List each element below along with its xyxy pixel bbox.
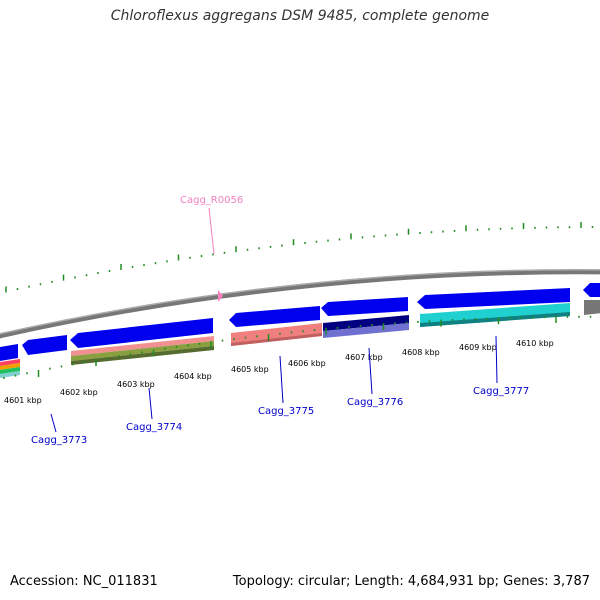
cds-arrow[interactable]: [321, 297, 408, 316]
cds-arrow[interactable]: [417, 288, 570, 309]
rna-leader-line: [208, 207, 215, 255]
scale-label: 4601 kbp: [4, 396, 42, 405]
cds-arrow[interactable]: [0, 344, 18, 361]
gene-leader-lines: [50, 335, 498, 433]
genome-stats: Topology: circular; Length: 4,684,931 bp…: [232, 574, 590, 589]
map-title: Chloroflexus aggregans DSM 9485, complet…: [110, 8, 490, 24]
gene-block[interactable]: [71, 336, 214, 356]
scale-label: 4607 kbp: [345, 353, 383, 362]
scale-label: 4608 kbp: [402, 348, 440, 357]
gene-block[interactable]: [231, 323, 322, 346]
gc-skew-track: [5, 222, 594, 293]
rna-marker: [218, 290, 223, 302]
cds-arrow[interactable]: [229, 306, 320, 327]
forward-cds-track: [0, 283, 600, 361]
scale-label: 4610 kbp: [516, 339, 554, 348]
scale-label: 4604 kbp: [174, 372, 212, 381]
cds-arrow[interactable]: [583, 283, 600, 297]
gene-label[interactable]: Cagg_3774: [126, 422, 182, 433]
cds-arrow[interactable]: [22, 335, 67, 355]
gene-labels: Cagg_3773 Cagg_3774 Cagg_3775 Cagg_3776 …: [31, 386, 529, 446]
rna-label: Cagg_R0056: [180, 195, 243, 206]
scale-label: 4603 kbp: [117, 380, 155, 389]
gene-label[interactable]: Cagg_3775: [258, 406, 314, 417]
inner-gc-track: [3, 315, 592, 380]
annotation-blocks: [0, 300, 600, 378]
scale-label: 4606 kbp: [288, 359, 326, 368]
accession-text: Accession: NC_011831: [10, 574, 158, 589]
gene-label[interactable]: Cagg_3776: [347, 397, 403, 408]
gene-label[interactable]: Cagg_3777: [473, 386, 529, 397]
gene-block[interactable]: [323, 315, 409, 331]
scale-label: 4602 kbp: [60, 388, 98, 397]
scale-label: 4605 kbp: [231, 365, 269, 374]
scale-label: 4609 kbp: [459, 343, 497, 352]
genome-backbone: [0, 269, 600, 339]
gene-label[interactable]: Cagg_3773: [31, 435, 87, 446]
cds-arrow[interactable]: [70, 318, 213, 348]
scale-labels: 4601 kbp 4602 kbp 4603 kbp 4604 kbp 4605…: [4, 339, 554, 405]
